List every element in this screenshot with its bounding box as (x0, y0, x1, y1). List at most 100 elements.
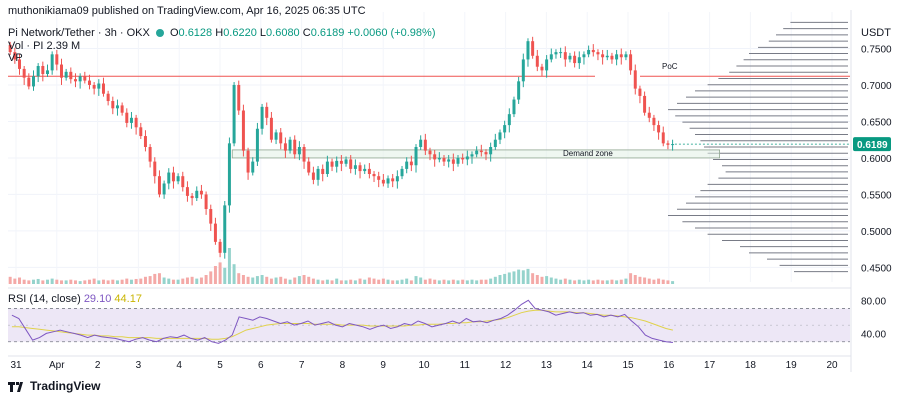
candle-body (358, 165, 362, 172)
volume-bar (456, 280, 460, 284)
volume-bar (526, 268, 530, 284)
candles (8, 36, 850, 259)
volume-bar (493, 276, 497, 284)
volume-bar (269, 278, 273, 284)
volume-bar (647, 278, 651, 284)
candle-body (311, 172, 315, 180)
candle-body (288, 139, 292, 151)
volume-bar (437, 280, 441, 284)
volume-bar (330, 280, 334, 284)
volume-bar (535, 275, 539, 284)
vp-label[interactable]: VP (8, 52, 23, 64)
price-tick-label: 0.4500 (861, 263, 892, 274)
candle-body (153, 161, 157, 177)
candle-body (367, 168, 371, 174)
volume-label[interactable]: Vol · PI (8, 40, 44, 52)
volume-bar (293, 277, 297, 284)
rsi-title[interactable]: RSI (14, close) (8, 293, 81, 305)
volume-bar (27, 280, 31, 284)
candle-body (269, 117, 273, 140)
volume-bar (419, 277, 423, 284)
candle-body (386, 178, 390, 184)
volume-bar (115, 280, 119, 284)
candle-body (190, 195, 194, 199)
volume-bar (619, 279, 623, 284)
volume-bar (204, 275, 208, 284)
candle-body (633, 70, 637, 89)
volume-bar (465, 280, 469, 284)
volume-bar (442, 279, 446, 284)
candle-body (297, 147, 301, 155)
candle-body (395, 176, 399, 182)
price-axis: 0.7500 0.7000 0.6500 0.6000 0.5500 0.5000 0.45… (861, 44, 892, 274)
rsi-pane: 80.00 40.00 (8, 287, 886, 344)
volume-bar (503, 273, 507, 284)
last-price-badge: 0.6189 (853, 137, 891, 152)
time-tick-label: 6 (258, 360, 264, 371)
volume-bar (353, 280, 357, 284)
volume-bar (540, 276, 544, 284)
volume-bar (307, 276, 311, 284)
volume-bar (610, 279, 614, 284)
tradingview-logo-icon (8, 381, 23, 392)
rsi-value: 29.10 (83, 293, 112, 305)
currency-label: USDT (861, 27, 891, 39)
last-price-badge-bg (853, 137, 891, 152)
volume-bar (573, 280, 577, 284)
market-status-icon (155, 29, 164, 38)
high-value: 0.6220 (223, 27, 257, 39)
volume-bar (265, 276, 269, 284)
candle-body (92, 84, 96, 89)
volume-bars (8, 248, 675, 284)
time-tick-label: 16 (663, 360, 675, 371)
candle-body (50, 54, 54, 71)
candle-body (218, 241, 222, 253)
candle-body (517, 81, 521, 100)
volume-bar (251, 277, 255, 284)
volume-bar (87, 279, 91, 284)
candle-body (59, 64, 63, 78)
candle-body (265, 106, 269, 118)
candle-body (601, 54, 605, 58)
volume-profile (668, 21, 848, 273)
candle-body (666, 143, 670, 145)
published-line: muthonikiama09 published on TradingView.… (8, 5, 366, 17)
candle-body (64, 71, 68, 78)
candle-body (162, 183, 166, 195)
time-axis: 31 Apr 2 3 4 5 6 7 8 9 10 11 12 13 14 15 16 17 18 19 20 (8, 355, 851, 371)
candle-body (391, 178, 395, 182)
high-label: H (215, 27, 224, 39)
tradingview-logo[interactable]: TradingView (8, 379, 100, 393)
rsi-tick-label: 80.00 (861, 296, 886, 307)
candle-body (629, 54, 633, 71)
volume-bar (302, 275, 306, 284)
volume-bar (120, 279, 124, 284)
volume-bar (451, 279, 455, 284)
candle-body (316, 168, 320, 180)
candle-body (185, 187, 189, 196)
volume-bar (605, 280, 609, 284)
candle-body (213, 223, 217, 242)
candle-body (344, 159, 348, 164)
volume-bar (125, 278, 129, 284)
candle-body (120, 105, 124, 113)
candle-body (479, 150, 483, 153)
candle-body (493, 139, 497, 147)
candle-body (563, 52, 567, 60)
candle-body (83, 76, 87, 81)
volume-bar (582, 280, 586, 284)
volume-bar (171, 279, 175, 284)
volume-bar (148, 276, 152, 284)
volume-bar (507, 272, 511, 284)
volume-bar (554, 278, 558, 284)
volume-bar (13, 278, 17, 284)
volume-bar (260, 275, 264, 284)
volume-bar (129, 279, 133, 284)
symbol-line: Pi Network/Tether · 3h · OKX O0.6128 H0.… (8, 27, 436, 39)
volume-bar (199, 277, 203, 284)
candle-body (143, 136, 147, 147)
volume-bar (36, 278, 40, 284)
candle-body (647, 112, 651, 118)
symbol-title[interactable]: Pi Network/Tether · 3h · OKX (8, 27, 150, 39)
